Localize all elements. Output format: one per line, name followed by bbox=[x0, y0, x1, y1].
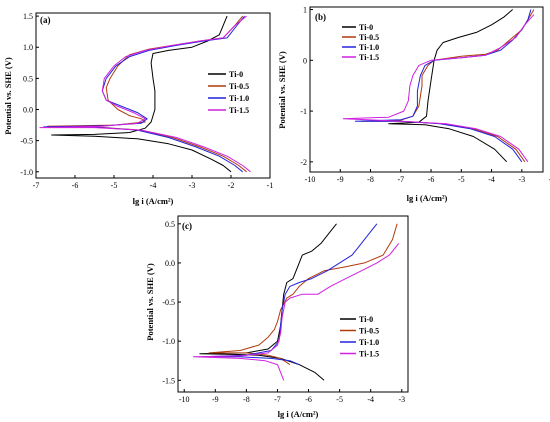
panel-a-curve-ti-1-0 bbox=[43, 15, 245, 173]
panel-c-x-tick-label: -7 bbox=[274, 395, 281, 404]
panel-b-y-tick-label: -1 bbox=[300, 107, 307, 116]
panel-b-curve-ti-0 bbox=[388, 9, 514, 163]
panel-c-curve-ti-1-5 bbox=[193, 243, 400, 381]
panel-a-curve-ti-1-5 bbox=[39, 15, 251, 173]
panel-c-plot-frame bbox=[177, 215, 409, 393]
panel-a-x-tick-label: -1 bbox=[267, 181, 274, 190]
panel-b-y-axis-title: Potential vs. SHE (V) bbox=[277, 51, 287, 129]
panel-b-curve-ti-1-0 bbox=[354, 9, 532, 163]
panel-a-y-tick-label: 1.0 bbox=[23, 43, 33, 52]
panel-a-legend-label: Ti-0.5 bbox=[229, 82, 249, 91]
panel-b-legend-label: Ti-1.5 bbox=[359, 53, 379, 62]
panel-c-x-tick-label: -5 bbox=[336, 395, 343, 404]
panel-b-legend-label: Ti-1.0 bbox=[359, 43, 379, 52]
panel-c-x-tick-label: -8 bbox=[243, 395, 250, 404]
panel-c-legend-label: Ti-1.0 bbox=[359, 338, 379, 347]
panel-a-y-tick-label: 0.0 bbox=[23, 106, 33, 115]
panel-a-y-axis-title: Potential vs. SHE (V) bbox=[3, 57, 13, 135]
panel-c-y-tick-label: 0.0 bbox=[165, 259, 175, 268]
panel-a-x-tick-label: -4 bbox=[150, 181, 157, 190]
panel-c-legend-label: Ti-0 bbox=[359, 315, 373, 324]
panel-b-x-tick-label: -10 bbox=[305, 175, 316, 184]
panel-c-curve-ti-0-5 bbox=[208, 223, 398, 366]
panel-b-plot-frame bbox=[309, 6, 544, 173]
panel-a-x-tick-label: -2 bbox=[228, 181, 235, 190]
panel-b-x-tick-label: -7 bbox=[397, 175, 404, 184]
panel-b-x-tick-label: -9 bbox=[337, 175, 344, 184]
panel-c-y-tick-label: 0.5 bbox=[165, 220, 175, 229]
panel-c-y-tick-label: -0.5 bbox=[162, 298, 175, 307]
panel-a-x-tick-label: -3 bbox=[189, 181, 196, 190]
panel-a-legend-label: Ti-1.5 bbox=[229, 106, 249, 115]
panel-b-label: (b) bbox=[315, 12, 326, 22]
panel-a-y-tick-label: 0.5 bbox=[23, 74, 33, 83]
panel-c-x-tick-label: -9 bbox=[212, 395, 219, 404]
panel-a-legend-label: Ti-0 bbox=[229, 70, 243, 79]
panel-b-legend-label: Ti-0.5 bbox=[359, 33, 379, 42]
panel-a-x-tick-label: -6 bbox=[72, 181, 79, 190]
panel-c-x-tick-label: -10 bbox=[179, 395, 190, 404]
panel-a-x-axis-title: lg i (A/cm²) bbox=[133, 196, 174, 206]
panel-a-y-tick-label: -1.0 bbox=[20, 168, 33, 177]
panel-c-x-axis-title: lg i (A/cm²) bbox=[278, 409, 319, 419]
panel-b-curve-ti-1-5 bbox=[342, 14, 535, 163]
panel-c-x-tick-label: -3 bbox=[398, 395, 405, 404]
panel-b-x-axis-title: lg i (A/cm²) bbox=[407, 193, 448, 203]
panel-c-chart: (c) lg i (A/cm²) Potential vs. SHE (V) -… bbox=[145, 215, 409, 419]
panel-b-chart: (b) lg i (A/cm²) Potential vs. SHE (V) -… bbox=[277, 6, 550, 203]
panel-a-x-tick-label: -5 bbox=[111, 181, 118, 190]
panel-b-curve-ti-0-5 bbox=[360, 9, 535, 163]
panel-c-legend-label: Ti-1.5 bbox=[359, 350, 379, 359]
panel-c-x-tick-label: -4 bbox=[367, 395, 374, 404]
panel-c-y-tick-label: -1.0 bbox=[162, 337, 175, 346]
panel-a-curve-ti-0 bbox=[51, 15, 232, 173]
panel-a-legend-label: Ti-1.0 bbox=[229, 94, 249, 103]
panel-b-x-tick-label: -8 bbox=[367, 175, 374, 184]
panel-a-y-tick-label: 1.5 bbox=[23, 12, 33, 21]
panel-c-label: (c) bbox=[182, 221, 192, 231]
panel-a-x-tick-label: -7 bbox=[33, 181, 40, 190]
panel-b-x-tick-label: -3 bbox=[518, 175, 525, 184]
panel-c-y-tick-label: -1.5 bbox=[162, 376, 175, 385]
panel-c-curve-ti-1-0 bbox=[202, 223, 378, 366]
panel-b-x-tick-label: -6 bbox=[428, 175, 435, 184]
panel-b-x-tick-label: -5 bbox=[458, 175, 465, 184]
panel-b-y-tick-label: 1 bbox=[303, 6, 307, 15]
panel-b-x-tick-label: -4 bbox=[488, 175, 495, 184]
panel-a-label: (a) bbox=[40, 15, 51, 25]
panel-a-chart: (a) lg i (A/cm²) Potential vs. SHE (V) -… bbox=[3, 12, 273, 206]
panel-c-y-axis-title: Potential vs. SHE (V) bbox=[145, 263, 155, 341]
panel-c-legend-label: Ti-0.5 bbox=[359, 327, 379, 336]
panel-a-y-tick-label: -0.5 bbox=[20, 137, 33, 146]
panel-b-y-tick-label: -2 bbox=[300, 158, 307, 167]
panel-b-x-tick-label: -2 bbox=[549, 175, 550, 184]
panel-c-x-tick-label: -6 bbox=[305, 395, 312, 404]
panel-b-legend-label: Ti-0 bbox=[359, 23, 373, 32]
panel-b-y-tick-label: 0 bbox=[303, 56, 307, 65]
